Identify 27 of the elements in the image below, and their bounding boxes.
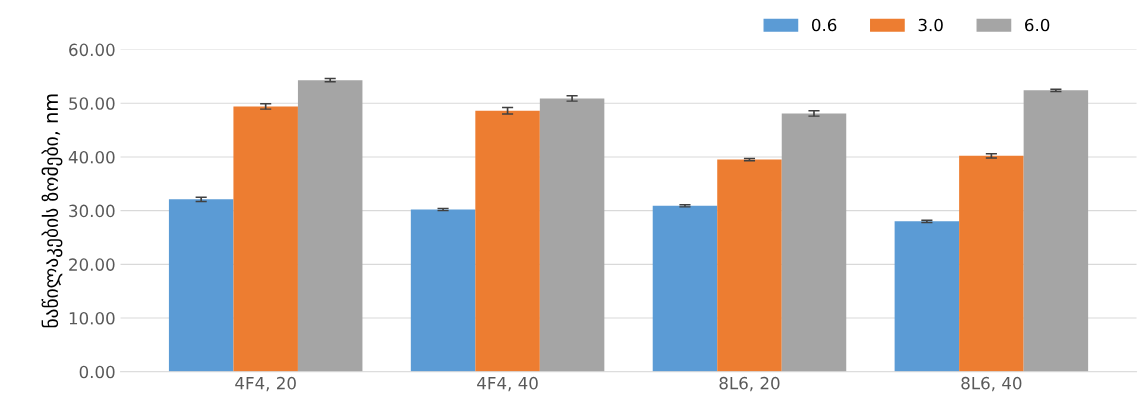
legend-label: 0.6 (811, 18, 837, 32)
bar (539, 98, 605, 372)
bar (410, 209, 476, 372)
y-tick-label: 60.00 (69, 43, 115, 57)
bar (781, 113, 847, 372)
y-tick-label: 0.00 (79, 365, 115, 379)
x-tick-label: 8L6, 40 (961, 376, 1022, 392)
legend-label: 3.0 (918, 18, 943, 32)
y-tick-label: 30.00 (69, 204, 115, 218)
bar (717, 159, 782, 372)
y-axis-title: ნაწილაკების ზომები, nm (41, 94, 63, 328)
bar (652, 205, 718, 372)
y-tick-label: 10.00 (69, 311, 115, 325)
bar (1023, 90, 1089, 372)
bar (959, 155, 1024, 372)
x-tick-label: 4F4, 20 (235, 376, 296, 392)
y-tick-label: 20.00 (69, 258, 115, 271)
bar (233, 106, 298, 372)
x-tick-label: 8L6, 20 (719, 376, 780, 392)
bar (297, 80, 363, 372)
legend-label: 6.0 (1025, 18, 1050, 32)
x-tick-label: 4F4, 40 (477, 376, 538, 392)
y-tick-label: 50.00 (69, 97, 115, 110)
bar (475, 110, 540, 372)
y-tick-label: 40.00 (68, 150, 115, 164)
bar (894, 221, 960, 372)
bar (168, 199, 234, 372)
